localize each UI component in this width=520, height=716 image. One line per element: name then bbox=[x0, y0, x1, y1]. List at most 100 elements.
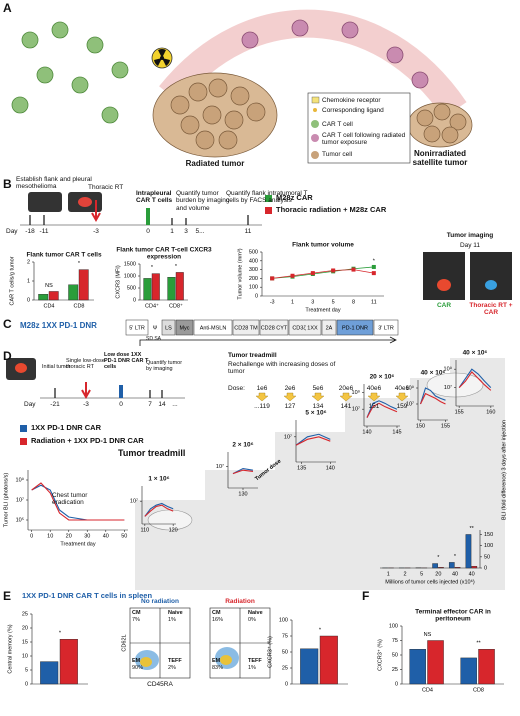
quadrant-percent: 16% bbox=[212, 617, 224, 623]
legend-box bbox=[307, 92, 411, 164]
line bbox=[458, 371, 492, 391]
bar bbox=[438, 567, 444, 569]
significance: * bbox=[454, 554, 457, 560]
x-tick-label: 2 bbox=[403, 571, 406, 577]
timeline-event: Quantify tumor by imaging bbox=[146, 360, 183, 373]
legend-label: Thoracic radiation + M28z CAR bbox=[276, 205, 387, 214]
dose-day: 141 bbox=[340, 403, 352, 410]
line bbox=[272, 266, 374, 279]
rt-arrow bbox=[81, 382, 91, 400]
y-tick-label: 10⁷ bbox=[352, 406, 360, 413]
construct-label: LS bbox=[165, 325, 172, 331]
y-axis-label: CAR T cells/g tumor bbox=[9, 256, 15, 305]
radiated-tumor bbox=[152, 72, 278, 158]
x-tick-label: 30 bbox=[84, 533, 90, 539]
panel-letter: A bbox=[3, 1, 12, 15]
day-label: 7 bbox=[148, 401, 152, 408]
line bbox=[420, 392, 446, 405]
legend-swatch bbox=[265, 207, 272, 214]
bar bbox=[40, 661, 59, 685]
annotation: Chest tumor eradication bbox=[52, 492, 88, 507]
dose-day: 127 bbox=[284, 403, 296, 410]
significance: * bbox=[373, 258, 376, 264]
x-tick-label: 155 bbox=[441, 423, 450, 429]
timeline-event: Intrapleural CAR T cells bbox=[136, 190, 173, 205]
significance: * bbox=[319, 627, 322, 633]
imaging-label: CAR bbox=[436, 302, 452, 309]
bar bbox=[175, 272, 184, 301]
radiation-symbol bbox=[151, 47, 173, 69]
imaging-signal bbox=[437, 279, 451, 291]
legend-label: 1XX PD-1 DNR CAR bbox=[31, 423, 102, 432]
x-tick-label: 140 bbox=[362, 429, 371, 435]
line bbox=[295, 436, 331, 446]
treadmill-title: Tumor treadmill bbox=[228, 352, 277, 359]
line bbox=[366, 402, 398, 418]
day-label: -18 bbox=[25, 228, 35, 235]
dose-value: 40e6 bbox=[394, 385, 410, 392]
significance: NS bbox=[424, 632, 432, 638]
day-label: -3 bbox=[93, 228, 99, 235]
quadrant-percent: 7% bbox=[132, 617, 140, 623]
y-tick-label: 10 bbox=[22, 653, 28, 659]
chart-title: 40 × 10⁶ bbox=[462, 349, 488, 357]
bar bbox=[151, 273, 160, 301]
dose-value: 2e6 bbox=[284, 385, 296, 392]
x-tick-label: 140 bbox=[326, 465, 335, 471]
x-tick-label: 155 bbox=[455, 409, 464, 415]
timeline-event: Low dose 1XX PD-1 DNR CAR T cells bbox=[104, 352, 149, 371]
bar bbox=[448, 562, 455, 569]
construct-label: CD28 TM bbox=[234, 325, 258, 331]
bar bbox=[143, 278, 152, 301]
bar bbox=[59, 639, 78, 685]
y-tick-label: 10⁹ bbox=[352, 389, 360, 396]
x-tick-label: 40 bbox=[469, 571, 475, 577]
timeline-event: Quantify flank intratumoral T cells by F… bbox=[226, 190, 308, 205]
y-tick-label: 10⁷ bbox=[406, 400, 414, 407]
construct-element bbox=[321, 319, 337, 336]
y-tick-label: 100 bbox=[279, 617, 288, 623]
y-tick-label: 150 bbox=[484, 532, 493, 538]
construct-label: 5' LTR bbox=[129, 325, 145, 331]
rt-arrow bbox=[91, 200, 101, 223]
significance: ** bbox=[476, 641, 481, 647]
tumor-label: Radiated tumor bbox=[185, 159, 245, 168]
legend-icon bbox=[313, 108, 317, 112]
bar bbox=[454, 567, 461, 569]
y-tick-label: 0 bbox=[484, 565, 487, 571]
line bbox=[295, 433, 331, 446]
y-axis-label: Central memory (%) bbox=[7, 624, 13, 673]
bar bbox=[319, 635, 338, 685]
y-tick-label: 300 bbox=[249, 267, 258, 273]
dose-value: 5e6 bbox=[312, 385, 324, 392]
panel-title: 1XX PD-1 DNR CAR T cells in spleen bbox=[22, 591, 153, 600]
y-tick-label: 1000 bbox=[124, 273, 136, 279]
treadmill-subtitle: Rechallenge with increasing doses of tum… bbox=[228, 361, 336, 376]
y-tick-label: 0 bbox=[255, 293, 258, 299]
legend-label: M28z CAR bbox=[276, 193, 313, 202]
x-tick-label: CD8⁺ bbox=[169, 302, 183, 309]
imaging-photo bbox=[470, 252, 512, 300]
panel-letter: D bbox=[3, 349, 12, 363]
timeline-ticks bbox=[54, 388, 163, 398]
day-label: ... bbox=[172, 401, 178, 408]
panel-letter: B bbox=[3, 177, 12, 191]
construct-element bbox=[336, 319, 374, 336]
bar bbox=[38, 294, 49, 301]
chart-title: Flank tumor CAR T cells bbox=[26, 251, 102, 259]
day-label: 0 bbox=[146, 228, 150, 235]
bar bbox=[471, 566, 478, 569]
bar bbox=[478, 649, 495, 685]
x-axis-label: Millions of tumor cells injected (x10⁶) bbox=[385, 578, 475, 585]
y-tick-label: 10⁷ bbox=[216, 463, 224, 470]
dose-value: 1e6 bbox=[256, 385, 268, 392]
legend-icon bbox=[311, 134, 319, 142]
x-tick-label: 40 bbox=[452, 571, 458, 577]
y-tick-label: 10⁷ bbox=[130, 498, 138, 505]
timeline-event: Quantify tumor burden by imaging and vol… bbox=[176, 190, 230, 212]
flow-title: No radiation bbox=[141, 598, 179, 605]
y-tick-label: 15 bbox=[22, 639, 28, 645]
construct-element bbox=[259, 319, 289, 336]
panel-letter: E bbox=[3, 589, 12, 603]
